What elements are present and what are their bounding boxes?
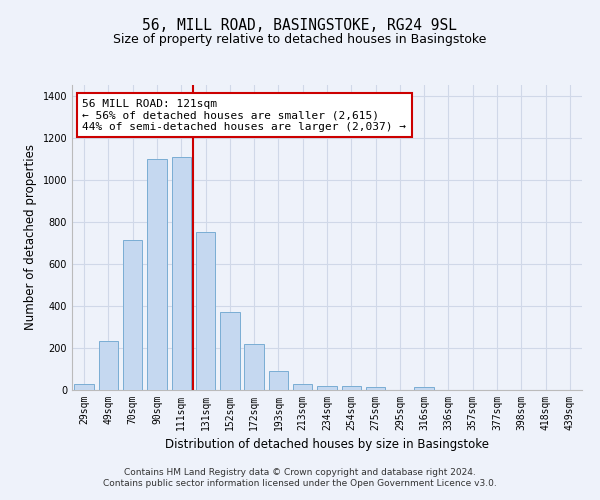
Text: Size of property relative to detached houses in Basingstoke: Size of property relative to detached ho… bbox=[113, 32, 487, 46]
X-axis label: Distribution of detached houses by size in Basingstoke: Distribution of detached houses by size … bbox=[165, 438, 489, 452]
Bar bbox=[123, 240, 142, 390]
Bar bbox=[269, 371, 288, 390]
Bar bbox=[172, 156, 191, 390]
Text: Contains HM Land Registry data © Crown copyright and database right 2024.
Contai: Contains HM Land Registry data © Crown c… bbox=[103, 468, 497, 487]
Bar bbox=[220, 312, 239, 390]
Bar bbox=[366, 387, 385, 390]
Bar bbox=[415, 387, 434, 390]
Bar bbox=[341, 386, 361, 390]
Bar bbox=[147, 158, 167, 390]
Bar bbox=[196, 232, 215, 390]
Bar bbox=[317, 386, 337, 390]
Bar bbox=[74, 384, 94, 390]
Bar bbox=[244, 344, 264, 390]
Bar bbox=[99, 340, 118, 390]
Bar bbox=[293, 384, 313, 390]
Y-axis label: Number of detached properties: Number of detached properties bbox=[24, 144, 37, 330]
Text: 56, MILL ROAD, BASINGSTOKE, RG24 9SL: 56, MILL ROAD, BASINGSTOKE, RG24 9SL bbox=[143, 18, 458, 32]
Text: 56 MILL ROAD: 121sqm
← 56% of detached houses are smaller (2,615)
44% of semi-de: 56 MILL ROAD: 121sqm ← 56% of detached h… bbox=[82, 98, 406, 132]
